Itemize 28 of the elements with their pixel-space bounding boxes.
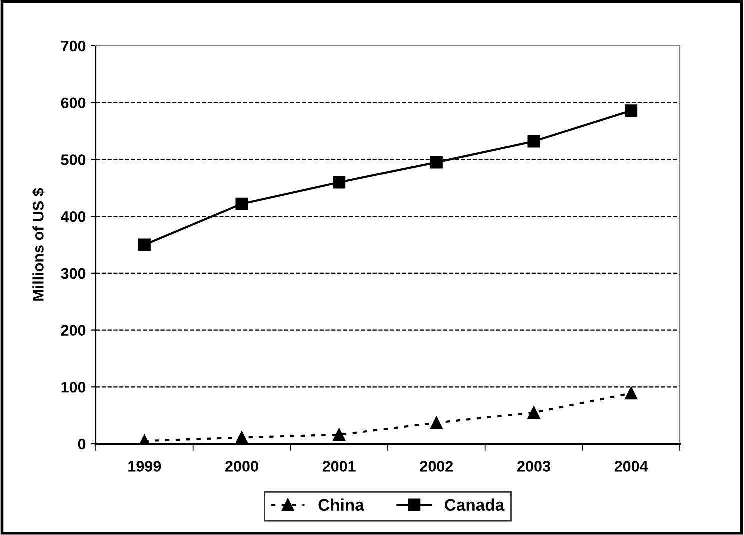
x-tick-label: 2000: [226, 461, 258, 472]
legend-label: China: [318, 498, 364, 512]
point: [236, 198, 248, 210]
y-tick-label: 200: [61, 325, 86, 336]
point: [528, 135, 540, 148]
point: [333, 428, 346, 442]
point: [138, 238, 151, 252]
y-tick-label: 600: [61, 98, 86, 109]
y-axis-title: Millions of US $: [32, 188, 45, 301]
x-tick-label: 2003: [518, 461, 550, 472]
point: [625, 104, 638, 118]
y-tick-label: 400: [61, 211, 86, 222]
x-tick-label: 2002: [420, 461, 454, 472]
y-tick-label: 100: [62, 382, 86, 393]
legend-label: Canada: [445, 498, 505, 512]
point: [430, 156, 443, 169]
x-tick-label: 1999: [128, 461, 162, 472]
x-tick-label: 2001: [322, 461, 356, 472]
y-tick-label: 300: [61, 268, 86, 280]
y-tick-label: 700: [61, 40, 86, 52]
point: [528, 406, 540, 419]
y-tick-label: 0: [78, 438, 86, 450]
point: [236, 431, 248, 444]
y-tick-label: 500: [61, 154, 86, 166]
point: [430, 416, 443, 430]
x-tick-label: 2004: [614, 461, 648, 472]
point: [333, 176, 346, 189]
point: [625, 387, 638, 400]
